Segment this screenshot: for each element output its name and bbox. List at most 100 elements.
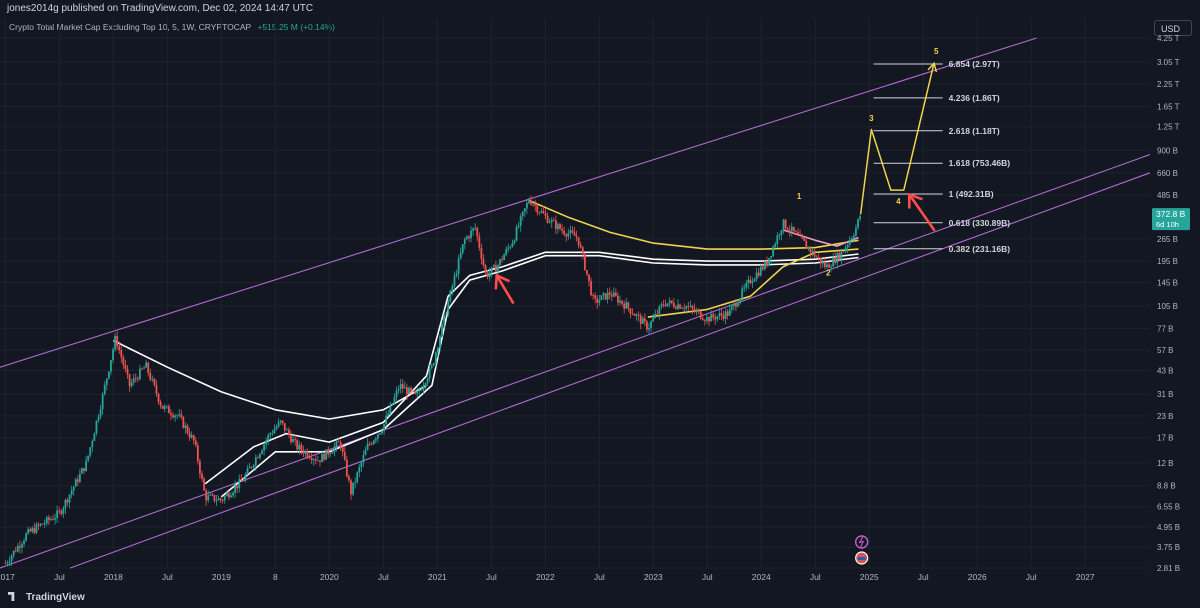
candle-body [228, 493, 230, 498]
candle-body [43, 523, 46, 525]
candle-body [391, 403, 394, 405]
candle-body [497, 265, 499, 272]
candle-body [772, 246, 775, 257]
channel-lower [0, 153, 1151, 569]
flag-icon-stripe [857, 557, 866, 560]
candle-body [621, 300, 623, 304]
candle-body [778, 235, 781, 236]
x-tick-label: 2017 [0, 572, 15, 582]
candle-body [569, 230, 572, 234]
wave-labels: 1 2 3 4 5 [797, 47, 939, 277]
candle-body [263, 444, 265, 451]
candle-body [782, 219, 785, 231]
y-tick-label: 23 B [1157, 412, 1173, 421]
candle-body [703, 320, 706, 321]
candle-body [544, 213, 547, 216]
candle-body [124, 364, 127, 369]
candle-body [786, 228, 789, 231]
candle-body [37, 524, 40, 526]
candle-body [542, 211, 545, 214]
candle-body [579, 245, 582, 248]
candle-body [484, 265, 487, 273]
red-arrow-shaft [495, 274, 515, 304]
candle-body [252, 465, 255, 468]
candle-body [281, 420, 284, 424]
candle-body [588, 274, 590, 282]
candle-body [815, 256, 818, 258]
fib-label: 6.854 (2.97T) [949, 59, 1000, 69]
candle-body [176, 415, 179, 417]
tradingview-logo[interactable]: TradingView [8, 592, 85, 603]
candle-body [165, 406, 168, 407]
candle-body [246, 468, 249, 475]
moving-average-5 [782, 229, 859, 247]
candle-body [641, 318, 644, 324]
candle-body [325, 449, 328, 460]
currency-button[interactable]: USD [1154, 20, 1192, 36]
candle-body [540, 211, 543, 213]
candle-body [710, 314, 712, 322]
candle-body [592, 295, 595, 296]
symbol-legend[interactable]: Crypto Total Market Cap Excluding Top 10… [9, 22, 335, 32]
candle-body [141, 368, 143, 370]
candle-body [333, 446, 336, 453]
candle-body [470, 230, 472, 238]
candle-body [610, 294, 613, 297]
candle-body [635, 314, 638, 316]
candle-body [105, 378, 108, 385]
candle-body [850, 238, 853, 241]
candle-body [629, 308, 632, 314]
y-tick-label: 145 B [1157, 279, 1178, 288]
tradingview-icon [8, 592, 15, 601]
candle-body [285, 429, 288, 431]
candle-body [662, 304, 665, 306]
candle-body [310, 458, 313, 461]
y-tick-label: 265 B [1157, 235, 1178, 244]
candle-body [209, 494, 212, 496]
candle-body [652, 317, 655, 322]
candle-body [693, 308, 696, 312]
candle-body [633, 314, 636, 316]
candle-body [290, 434, 292, 443]
candle-body [308, 456, 311, 459]
candle-body [594, 295, 597, 299]
candle-body [348, 476, 350, 481]
wave-label: 3 [869, 114, 874, 123]
candle-body [393, 396, 396, 404]
candle-body [792, 226, 795, 232]
candle-body [114, 336, 116, 350]
candle-body [381, 431, 383, 434]
candle-body [372, 440, 375, 445]
candle-body [670, 300, 673, 303]
candle-body [60, 511, 63, 514]
event-icons [854, 535, 869, 565]
candle-body [10, 555, 13, 562]
candle-body [412, 390, 414, 392]
candle-body [701, 318, 704, 321]
candle-body [683, 308, 686, 309]
channel-upper [0, 37, 1037, 368]
candle-body [838, 253, 841, 260]
candle-body [757, 272, 760, 276]
candle-body [600, 295, 603, 301]
candle-body [52, 518, 54, 520]
candle-body [689, 305, 692, 307]
candle-body [41, 523, 44, 525]
y-tick-label: 6.55 B [1157, 503, 1180, 512]
candle-body [608, 292, 611, 295]
candle-body [840, 251, 843, 260]
candle-body [801, 234, 804, 239]
candle-body [805, 240, 808, 249]
candle-body [803, 238, 806, 241]
candle-body [4, 563, 7, 565]
candle-body [31, 528, 34, 532]
candle-body [685, 306, 688, 309]
publish-info: jones2014g published on TradingView.com,… [7, 3, 314, 14]
red-arrow-head [494, 274, 510, 290]
candle-body [494, 265, 497, 272]
candle-body [819, 257, 822, 264]
fib-levels: 6.854 (2.97T) 4.236 (1.86T) 2.618 (1.18T) 1… [873, 59, 1010, 254]
candle-body [735, 303, 737, 307]
candle-body [784, 219, 787, 229]
